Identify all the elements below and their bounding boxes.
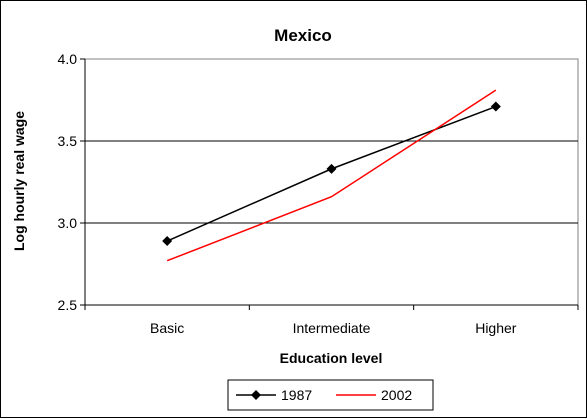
data-point-1987 [490,101,501,112]
x-tick-label: Basic [150,320,184,336]
legend-label-2002: 2002 [381,387,412,403]
data-point-1987 [326,163,337,174]
data-point-1987 [162,236,173,247]
legend-label-1987: 1987 [281,387,312,403]
chart-title: Mexico [274,26,332,45]
y-axis-title: Log hourly real wage [11,111,27,251]
legend-marker-1987 [251,390,261,400]
x-axis-title: Education level [280,350,383,366]
series-line-2002 [166,89,497,262]
x-tick-label: Higher [475,320,517,336]
plot-area: 2.5 3.0 3.5 4.0 Basic Intermediate Higher [58,51,579,336]
legend: 1987 2002 [227,379,434,411]
y-tick-label: 3.5 [58,133,78,149]
y-tick-label: 4.0 [58,51,78,67]
plot-border [84,58,579,306]
x-tick-label: Intermediate [293,320,371,336]
y-tick-label: 2.5 [58,297,78,313]
y-tick-label: 3.0 [58,215,78,231]
